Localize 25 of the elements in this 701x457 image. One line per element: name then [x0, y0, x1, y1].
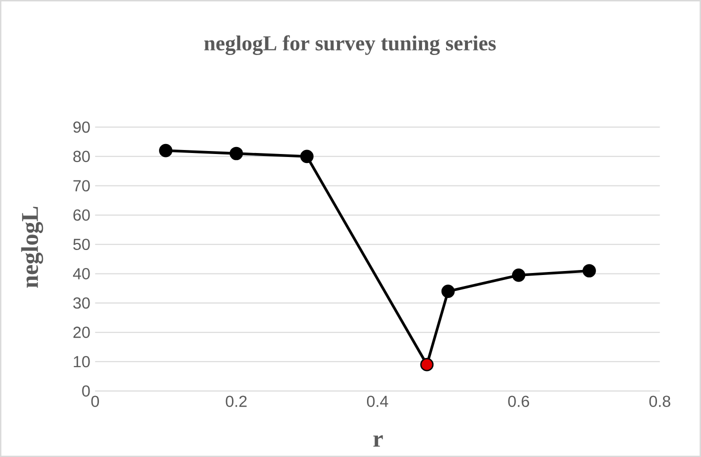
y-tick-label: 0 — [82, 385, 90, 397]
y-tick-label: 20 — [73, 326, 90, 338]
y-tick-label: 80 — [73, 150, 90, 162]
x-tick-label: 0 — [91, 396, 99, 407]
point — [441, 284, 455, 298]
x-tick-label: 0.2 — [226, 396, 247, 407]
x-tick-label: 0.4 — [367, 396, 388, 407]
point — [512, 268, 526, 282]
point — [230, 146, 243, 160]
y-tick-label: 10 — [74, 356, 90, 368]
y-tick-label: 90 — [73, 121, 90, 133]
point — [159, 144, 172, 158]
x-tick-label: 0.6 — [508, 396, 530, 407]
point — [582, 264, 596, 278]
y-axis-title: neglogL — [21, 206, 44, 288]
y-tick-label: 70 — [73, 180, 90, 192]
y-tick-label: 30 — [73, 297, 90, 309]
chart-title: neglogL for survey tuning series — [204, 35, 496, 55]
y-tick-label: 60 — [73, 209, 90, 221]
x-axis-title: r — [373, 435, 383, 447]
y-tick-label: 40 — [73, 268, 90, 280]
point — [300, 150, 314, 164]
point — [420, 358, 434, 372]
y-tick-label: 50 — [73, 238, 90, 250]
x-tick-label: 0.8 — [649, 396, 670, 407]
